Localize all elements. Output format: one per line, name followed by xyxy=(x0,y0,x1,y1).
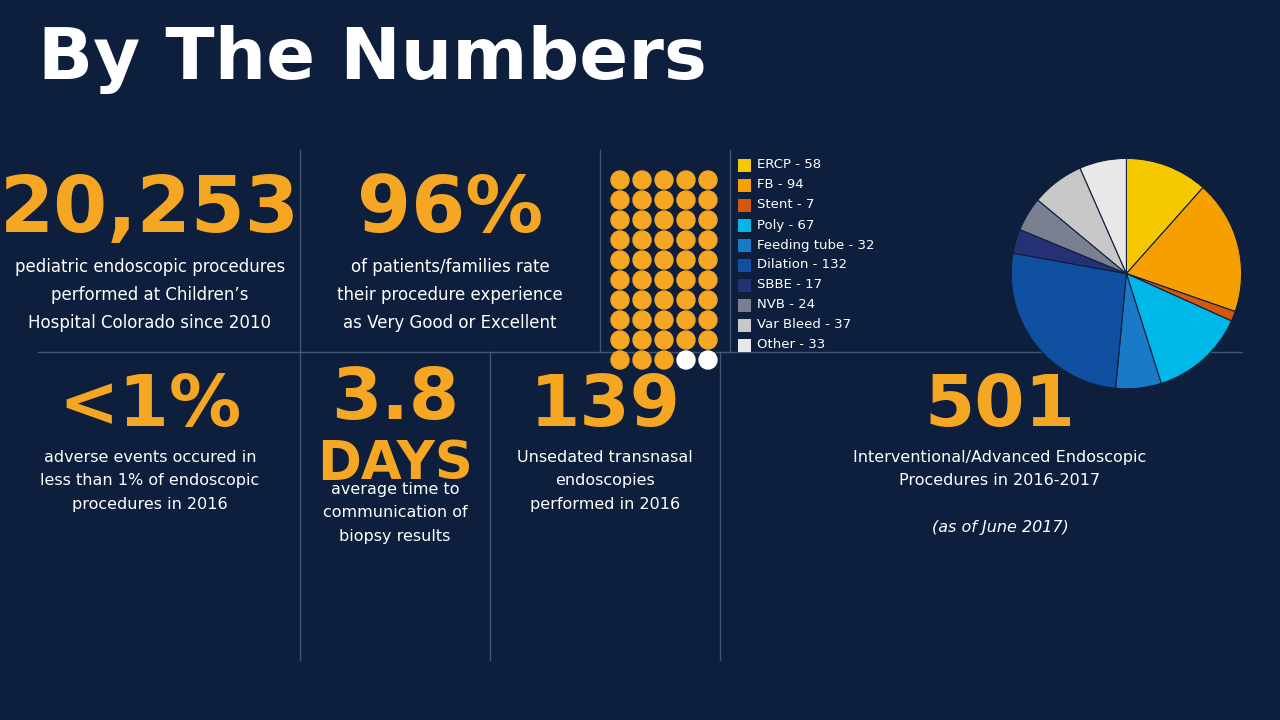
Circle shape xyxy=(655,271,673,289)
Circle shape xyxy=(655,171,673,189)
Text: (as of June 2017): (as of June 2017) xyxy=(932,520,1069,535)
Circle shape xyxy=(699,211,717,229)
Text: 96%: 96% xyxy=(357,172,543,248)
Circle shape xyxy=(677,251,695,269)
Text: Feeding tube - 32: Feeding tube - 32 xyxy=(756,238,874,251)
Text: Interventional/Advanced Endoscopic
Procedures in 2016-2017: Interventional/Advanced Endoscopic Proce… xyxy=(854,450,1147,488)
Wedge shape xyxy=(1020,200,1126,274)
Bar xyxy=(739,318,751,331)
Circle shape xyxy=(611,171,628,189)
Text: <1%: <1% xyxy=(59,372,242,441)
Text: adverse events occured in
less than 1% of endoscopic
procedures in 2016: adverse events occured in less than 1% o… xyxy=(41,450,260,512)
Wedge shape xyxy=(1126,274,1231,384)
Text: Unsedated transnasal
endoscopies
performed in 2016: Unsedated transnasal endoscopies perform… xyxy=(517,450,692,512)
Bar xyxy=(739,258,751,271)
Circle shape xyxy=(699,191,717,209)
Text: NVB - 24: NVB - 24 xyxy=(756,299,815,312)
Circle shape xyxy=(677,191,695,209)
Circle shape xyxy=(677,171,695,189)
Circle shape xyxy=(677,351,695,369)
Circle shape xyxy=(634,291,652,309)
Circle shape xyxy=(634,211,652,229)
Circle shape xyxy=(655,291,673,309)
Circle shape xyxy=(677,331,695,349)
Bar xyxy=(739,199,751,212)
Wedge shape xyxy=(1038,168,1126,274)
Circle shape xyxy=(611,351,628,369)
Text: SBBE - 17: SBBE - 17 xyxy=(756,279,822,292)
Circle shape xyxy=(699,231,717,249)
Circle shape xyxy=(699,331,717,349)
Circle shape xyxy=(634,271,652,289)
Text: FB - 94: FB - 94 xyxy=(756,179,804,192)
Text: 20,253: 20,253 xyxy=(0,172,300,248)
Text: Other - 33: Other - 33 xyxy=(756,338,826,351)
Circle shape xyxy=(655,311,673,329)
Wedge shape xyxy=(1126,158,1203,274)
Bar xyxy=(739,279,751,292)
Circle shape xyxy=(677,271,695,289)
Wedge shape xyxy=(1080,158,1126,274)
Circle shape xyxy=(655,191,673,209)
Circle shape xyxy=(655,351,673,369)
Circle shape xyxy=(655,231,673,249)
Circle shape xyxy=(677,311,695,329)
Circle shape xyxy=(655,251,673,269)
Circle shape xyxy=(677,211,695,229)
Bar xyxy=(739,299,751,312)
Text: DAYS: DAYS xyxy=(317,438,472,490)
Text: Dilation - 132: Dilation - 132 xyxy=(756,258,847,271)
Circle shape xyxy=(611,251,628,269)
Circle shape xyxy=(611,331,628,349)
Circle shape xyxy=(634,171,652,189)
Text: Var Bleed - 37: Var Bleed - 37 xyxy=(756,318,851,331)
Circle shape xyxy=(655,331,673,349)
Wedge shape xyxy=(1126,187,1242,312)
Circle shape xyxy=(611,291,628,309)
Circle shape xyxy=(611,191,628,209)
Circle shape xyxy=(699,271,717,289)
Wedge shape xyxy=(1116,274,1161,389)
Bar xyxy=(739,179,751,192)
Circle shape xyxy=(634,331,652,349)
Text: ERCP - 58: ERCP - 58 xyxy=(756,158,822,171)
Wedge shape xyxy=(1126,274,1235,321)
Text: By The Numbers: By The Numbers xyxy=(38,25,707,94)
Circle shape xyxy=(699,351,717,369)
Circle shape xyxy=(611,231,628,249)
Circle shape xyxy=(634,231,652,249)
Circle shape xyxy=(677,291,695,309)
Circle shape xyxy=(699,311,717,329)
Circle shape xyxy=(655,211,673,229)
Circle shape xyxy=(634,311,652,329)
Circle shape xyxy=(699,171,717,189)
Text: Poly - 67: Poly - 67 xyxy=(756,218,814,232)
Text: pediatric endoscopic procedures
performed at Children’s
Hospital Colorado since : pediatric endoscopic procedures performe… xyxy=(15,258,285,332)
Circle shape xyxy=(699,291,717,309)
Circle shape xyxy=(611,311,628,329)
Circle shape xyxy=(611,211,628,229)
Wedge shape xyxy=(1012,230,1126,274)
Text: 501: 501 xyxy=(924,372,1075,441)
Circle shape xyxy=(634,191,652,209)
Circle shape xyxy=(611,271,628,289)
Text: Stent - 7: Stent - 7 xyxy=(756,199,814,212)
Wedge shape xyxy=(1011,253,1126,388)
Text: average time to
communication of
biopsy results: average time to communication of biopsy … xyxy=(323,482,467,544)
Circle shape xyxy=(634,251,652,269)
Text: of patients/families rate
their procedure experience
as Very Good or Excellent: of patients/families rate their procedur… xyxy=(337,258,563,332)
Bar xyxy=(739,238,751,251)
Circle shape xyxy=(699,251,717,269)
Circle shape xyxy=(677,231,695,249)
Bar xyxy=(739,158,751,171)
Text: 139: 139 xyxy=(530,372,681,441)
Circle shape xyxy=(634,351,652,369)
Bar xyxy=(739,218,751,232)
Bar xyxy=(739,338,751,351)
Text: 3.8: 3.8 xyxy=(332,365,460,434)
